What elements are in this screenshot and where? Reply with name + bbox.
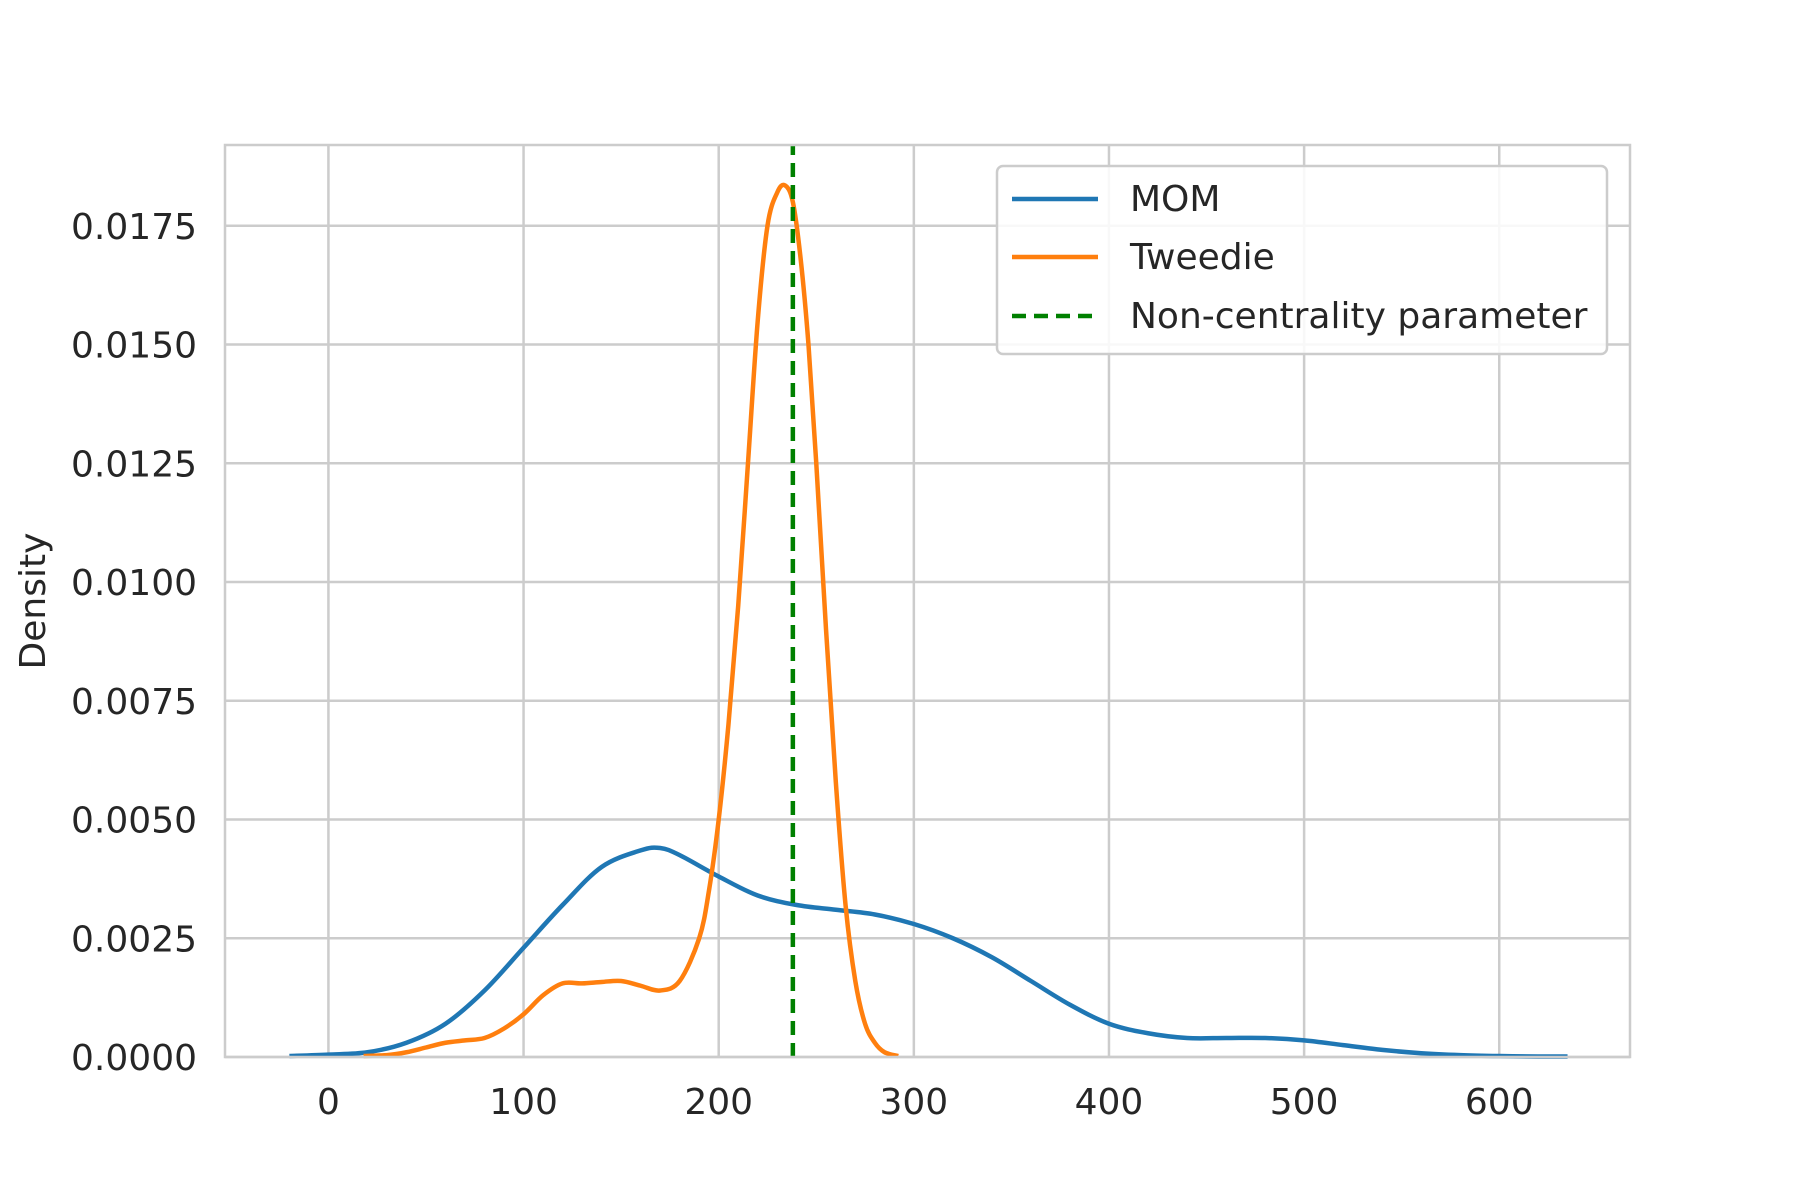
legend-box (995, 164, 1609, 356)
x-tick-label: 600 (1465, 1082, 1534, 1123)
y-tick-label: 0.0025 (71, 919, 197, 960)
y-tick-label: 0.0050 (71, 801, 197, 842)
y-tick-labels: 0.0000 0.0025 0.0050 0.0075 0.0100 0.0125 0.01… (71, 207, 197, 1079)
legend-label-tweedie: Tweedie (1129, 237, 1275, 278)
series-layer (289, 145, 1568, 1059)
y-tick-label: 0.0100 (71, 563, 197, 604)
legend-label-non-centrality: Non-centrality parameter (1130, 296, 1588, 337)
x-tick-label: 100 (489, 1082, 558, 1123)
y-tick-label: 0.0000 (71, 1038, 197, 1079)
x-tick-label: 300 (879, 1082, 948, 1123)
y-tick-label: 0.0075 (71, 682, 197, 723)
series-line-mom (289, 845, 1568, 1059)
y-tick-label: 0.0125 (71, 444, 197, 485)
x-tick-labels: 0 100 200 300 400 500 600 (317, 1082, 1534, 1123)
y-axis-label: Density (13, 533, 54, 670)
x-tick-label: 200 (684, 1082, 753, 1123)
series-line-tweedie (363, 182, 899, 1059)
y-tick-label: 0.0150 (71, 326, 197, 367)
legend: MOM Tweedie Non-centrality parameter (995, 164, 1609, 356)
y-tick-label: 0.0175 (71, 207, 197, 248)
x-tick-label: 400 (1075, 1082, 1144, 1123)
legend-label-mom: MOM (1130, 179, 1220, 220)
x-tick-label: 0 (317, 1082, 340, 1123)
x-tick-label: 500 (1270, 1082, 1339, 1123)
plot-frame (223, 143, 1632, 1059)
